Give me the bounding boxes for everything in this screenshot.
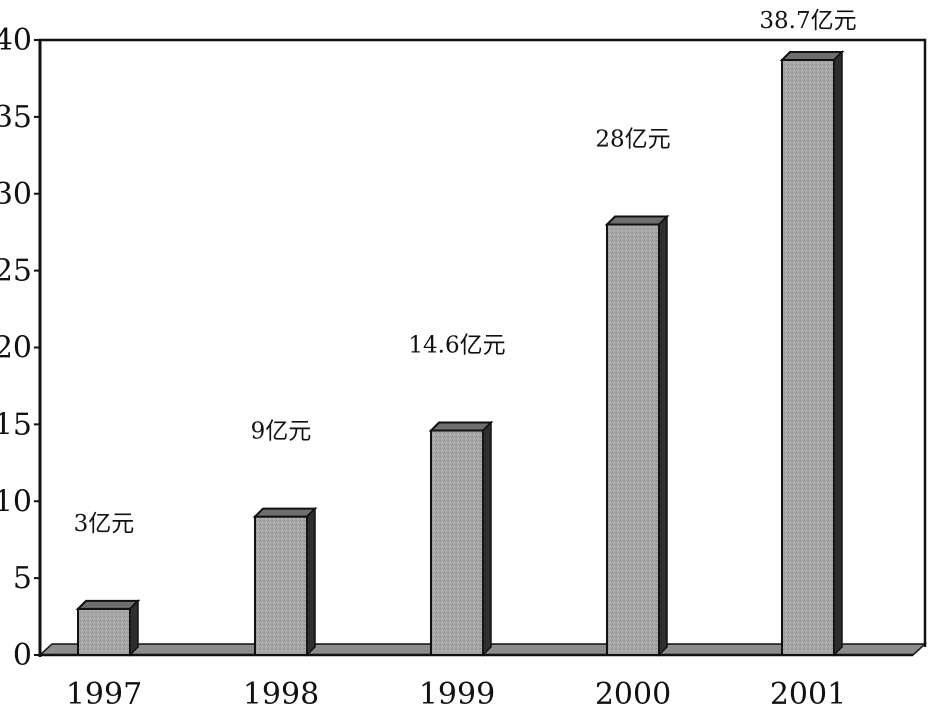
y-tick-label: 15 — [0, 407, 32, 442]
x-tick-label: 2001 — [770, 677, 846, 710]
bar-top-face — [779, 50, 845, 61]
x-tick-label: 1999 — [419, 677, 495, 710]
bar-top-face — [428, 421, 494, 432]
y-tick-label: 5 — [13, 561, 32, 596]
bar-group — [252, 506, 318, 657]
y-tick-label: 0 — [13, 638, 32, 673]
bar-group — [428, 420, 494, 657]
bar-group — [604, 214, 670, 657]
data-label: 28亿元 — [595, 127, 670, 153]
y-tick-label: 40 — [0, 23, 32, 58]
bar — [254, 515, 308, 656]
bar — [77, 607, 131, 656]
bar — [606, 223, 660, 656]
y-tick-label: 35 — [0, 100, 32, 135]
bar-top-face — [75, 599, 141, 610]
y-tick-label: 20 — [0, 331, 32, 366]
bar-top-face — [604, 215, 670, 226]
y-tick-label: 30 — [0, 177, 32, 212]
data-label: 14.6亿元 — [408, 333, 505, 359]
bar-group — [779, 50, 845, 657]
bar-side-face — [482, 420, 492, 657]
bar-side-face — [658, 214, 668, 657]
bar-group — [75, 599, 141, 657]
bar — [430, 429, 484, 656]
data-label: 3亿元 — [74, 511, 135, 537]
bar-side-face — [306, 506, 316, 657]
data-label: 9亿元 — [251, 419, 312, 445]
data-label: 38.7亿元 — [759, 8, 856, 34]
bar-top-face — [252, 507, 318, 518]
x-tick-label: 1998 — [243, 677, 319, 710]
y-tick-label: 25 — [0, 254, 32, 289]
y-tick-label: 10 — [0, 484, 32, 519]
bar — [781, 58, 835, 657]
bar-side-face — [833, 50, 843, 657]
x-tick-label: 2000 — [595, 677, 671, 710]
bar-side-face — [129, 599, 139, 657]
x-tick-label: 1997 — [66, 677, 142, 710]
